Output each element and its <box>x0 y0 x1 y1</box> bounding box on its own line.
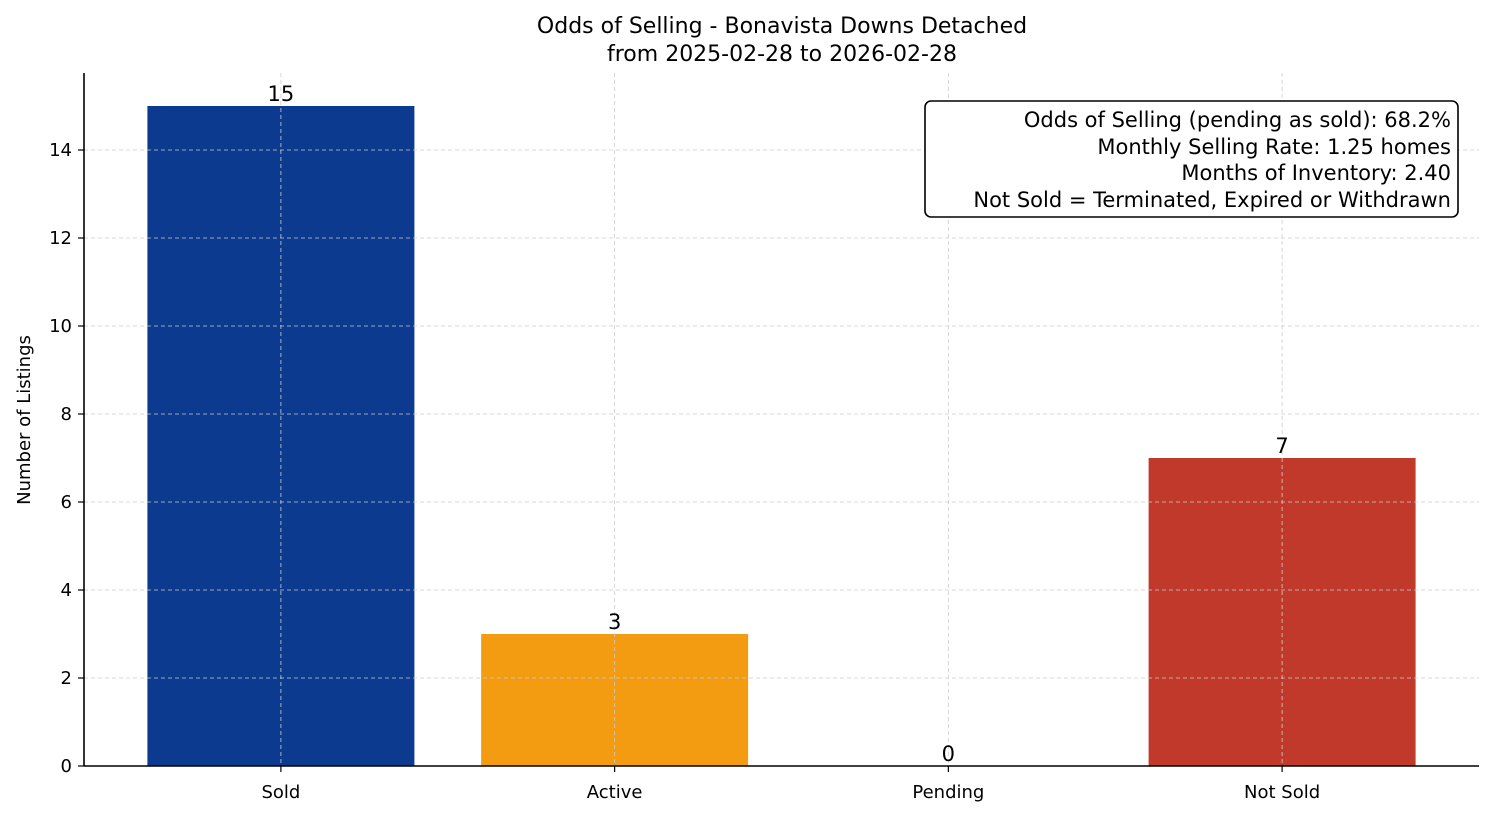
y-tick-label: 2 <box>61 668 72 689</box>
data-label: 7 <box>1275 434 1288 458</box>
y-tick-label: 14 <box>49 140 72 161</box>
data-labels-group: 15 3 0 7 <box>268 82 1289 766</box>
chart-title: Odds of Selling - Bonavista Downs Detach… <box>537 14 1027 39</box>
annotation-line: Odds of Selling (pending as sold): 68.2% <box>1024 108 1451 132</box>
annotation-box: Odds of Selling (pending as sold): 68.2%… <box>924 100 1459 218</box>
data-label: 0 <box>942 742 955 766</box>
data-label: 3 <box>608 610 621 634</box>
y-tick-label: 4 <box>61 580 72 601</box>
x-tick-label: Sold <box>261 782 300 803</box>
annotation-line: Not Sold = Terminated, Expired or Withdr… <box>973 188 1451 212</box>
y-tick-label: 8 <box>61 404 72 425</box>
annotation-line: Monthly Selling Rate: 1.25 homes <box>1097 135 1451 159</box>
y-axis-label: Number of Listings <box>14 335 35 505</box>
annotation-line: Months of Inventory: 2.40 <box>1181 161 1451 185</box>
y-tick-label: 10 <box>49 316 72 337</box>
x-tick-label: Pending <box>912 782 984 803</box>
chart-subtitle: from 2025-02-28 to 2026-02-28 <box>607 42 957 67</box>
y-tick-label: 0 <box>61 756 72 777</box>
axes-group: Sold Active Pending Not Sold 0 2 4 6 8 10 12 14 <box>49 73 1479 803</box>
x-tick-label: Not Sold <box>1244 782 1320 803</box>
data-label: 15 <box>268 82 295 106</box>
y-tick-label: 6 <box>61 492 72 513</box>
y-tick-label: 12 <box>49 228 72 249</box>
x-tick-label: Active <box>587 782 643 803</box>
bar-sold <box>147 106 415 766</box>
